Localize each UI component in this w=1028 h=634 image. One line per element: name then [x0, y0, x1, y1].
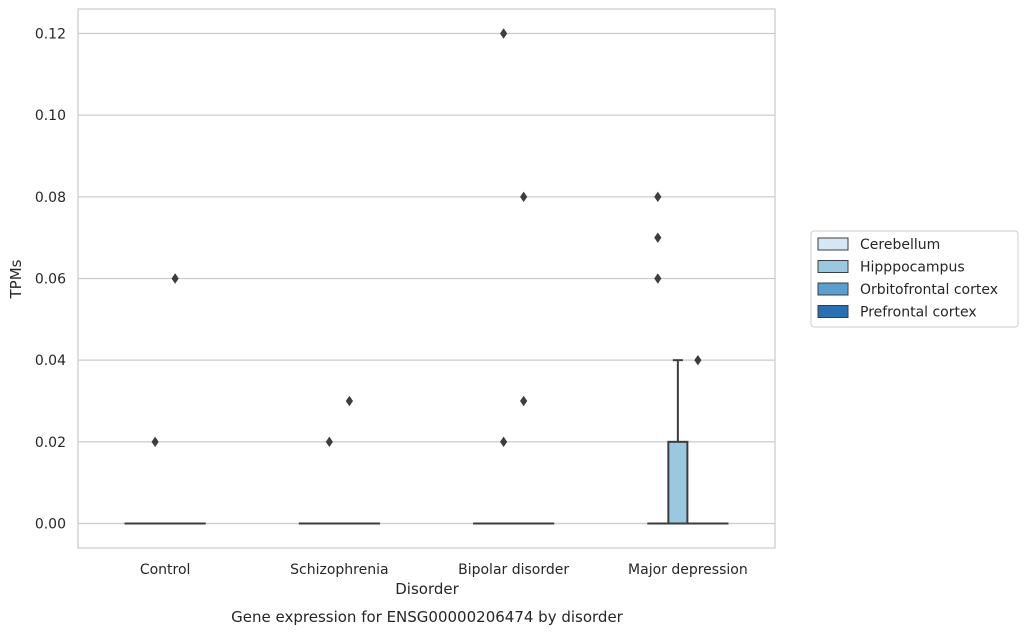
y-tick-label: 0.04 — [35, 353, 66, 369]
outlier-point — [325, 436, 333, 448]
legend-label: Orbitofrontal cortex — [860, 282, 998, 298]
y-axis-title: TPMs — [7, 259, 25, 299]
box-element — [687, 354, 709, 525]
outlier-point — [500, 436, 508, 448]
x-tick-labels: Control Schizophrenia Bipolar disorder Majo… — [140, 562, 748, 578]
plot-frame — [77, 8, 776, 549]
legend-item: Prefrontal cortex — [817, 305, 977, 321]
legend-item: Hipppocampus — [817, 260, 965, 276]
box-element — [318, 436, 340, 525]
outlier-point — [171, 273, 179, 284]
y-tick-label: 0.06 — [35, 272, 66, 288]
outlier-point — [694, 354, 702, 366]
outlier-point — [654, 191, 662, 203]
x-tick-label: Control — [140, 562, 191, 578]
legend-item: Orbitofrontal cortex — [817, 282, 998, 298]
box-element — [493, 28, 515, 525]
outlier-point — [151, 436, 159, 448]
box-series — [124, 28, 729, 525]
legend: Cerebellum Hipppocampus Orbitofrontal cort… — [810, 230, 1019, 328]
outlier-point — [520, 395, 528, 407]
box-element — [667, 359, 689, 525]
x-axis-title: Disorder — [395, 580, 459, 598]
outlier-point — [345, 395, 353, 407]
legend-label: Prefrontal cortex — [860, 305, 977, 321]
x-tick-label: Schizophrenia — [290, 562, 388, 578]
legend-swatch — [817, 282, 849, 296]
box-element — [144, 436, 166, 525]
legend-swatch — [817, 305, 849, 318]
legend-label: Hipppocampus — [860, 260, 965, 276]
y-tick-label: 0.02 — [35, 435, 66, 451]
legend-swatch — [817, 237, 849, 251]
outlier-group — [654, 191, 662, 284]
legend-swatch — [817, 260, 849, 273]
y-tick-labels: 0.00 0.02 0.04 0.06 0.08 0.10 0.12 — [35, 27, 66, 533]
legend-label: Cerebellum — [860, 237, 940, 253]
outlier-point — [520, 191, 528, 203]
legend-item: Cerebellum — [817, 237, 940, 253]
box-element — [513, 191, 535, 525]
legend-frame — [810, 230, 1019, 328]
figure-caption: Gene expression for ENSG00000206474 by d… — [231, 608, 624, 626]
outlier-point — [654, 273, 662, 284]
x-tick-label: Bipolar disorder — [458, 562, 569, 578]
x-tick-label: Major depression — [628, 562, 748, 578]
outlier-point — [500, 28, 508, 39]
box-element — [338, 395, 360, 525]
y-tick-label: 0.12 — [35, 27, 66, 43]
grid-lines — [78, 32, 775, 525]
y-tick-label: 0.08 — [35, 190, 66, 206]
box-element — [164, 273, 186, 525]
y-tick-label: 0.10 — [35, 108, 66, 124]
y-tick-label: 0.00 — [35, 517, 66, 533]
box-rect — [667, 440, 689, 525]
outlier-point — [654, 232, 662, 243]
